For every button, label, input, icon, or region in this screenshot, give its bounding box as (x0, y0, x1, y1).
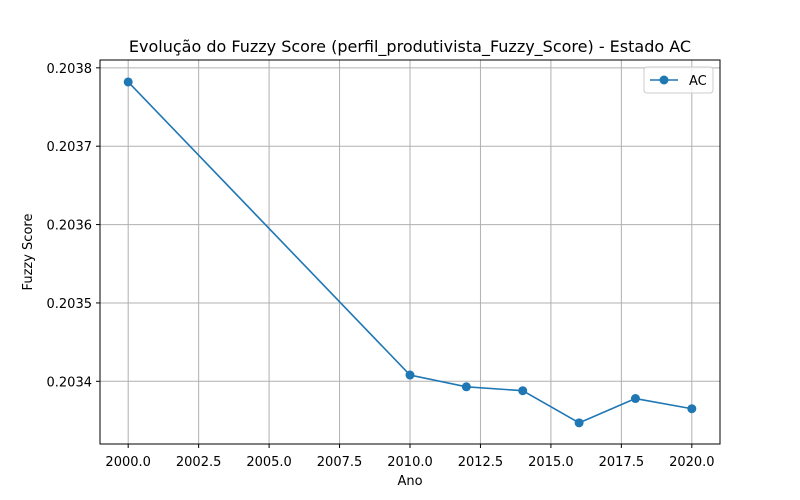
legend-label: AC (689, 74, 707, 89)
x-tick-label: 2000.0 (105, 455, 151, 470)
x-tick-label: 2002.5 (176, 455, 222, 470)
data-point (630, 394, 640, 404)
y-axis-label: Fuzzy Score (21, 214, 36, 291)
x-tick-label: 2020.0 (669, 455, 715, 470)
data-point (687, 404, 697, 414)
y-tick-label: 0.2038 (47, 62, 93, 77)
x-tick-label: 2007.5 (317, 455, 363, 470)
y-tick-label: 0.2034 (47, 375, 93, 390)
x-tick-label: 2012.5 (458, 455, 504, 470)
y-tick-label: 0.2036 (47, 219, 93, 234)
y-tick-label: 0.2037 (47, 140, 93, 155)
x-axis-label: Ano (397, 474, 422, 489)
y-axis: 0.2034 0.2035 0.2036 0.2037 0.2038 (47, 62, 100, 390)
x-tick-label: 2010.0 (387, 455, 433, 470)
data-point (518, 386, 528, 396)
legend-box (643, 66, 714, 94)
data-point (461, 382, 471, 392)
data-point (405, 370, 415, 380)
legend-marker (659, 75, 669, 85)
x-axis: 2000.0 2002.5 2005.0 2007.5 2010.0 2012.5 2015… (105, 444, 715, 470)
x-tick-label: 2017.5 (599, 455, 645, 470)
data-point (123, 77, 133, 87)
data-point (574, 418, 584, 428)
x-tick-label: 2015.0 (528, 455, 574, 470)
grid (100, 60, 720, 444)
y-tick-label: 0.2035 (47, 297, 93, 312)
series-layer (123, 77, 697, 428)
legend: AC (643, 66, 714, 94)
chart-title: Evolução do Fuzzy Score (perfil_produtiv… (129, 37, 691, 57)
x-tick-label: 2005.0 (246, 455, 292, 470)
